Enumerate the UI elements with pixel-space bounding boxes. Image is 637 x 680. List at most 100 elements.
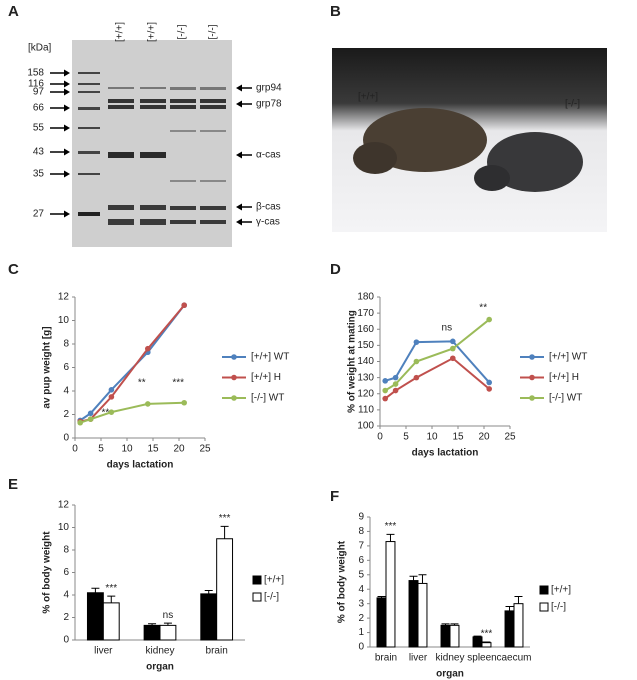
legend-label: [-/-] WT [251, 393, 284, 404]
y-tick-label: 6 [358, 555, 364, 566]
y-tick-label: 5 [358, 569, 364, 580]
x-tick-label: 25 [199, 444, 211, 455]
y-tick-label: 130 [357, 372, 374, 383]
marker-label: 66 [33, 103, 45, 114]
annotation: ns [442, 323, 453, 334]
error-bar [220, 525, 229, 539]
x-tick-label: brain [206, 646, 228, 657]
point [392, 381, 399, 387]
legend-swatch [539, 585, 549, 595]
y-tick-label: 6 [63, 362, 69, 373]
mouse-ko [487, 132, 583, 192]
y-tick-label: 3 [358, 598, 364, 609]
arrow-head [236, 203, 242, 211]
annotation: *** [172, 378, 184, 389]
point [486, 379, 493, 386]
y-tick-label: 100 [357, 421, 374, 432]
y-tick-label: 4 [63, 590, 69, 601]
point [450, 355, 456, 362]
gel-panel: A [kDa] [8, 3, 232, 247]
point [145, 401, 151, 407]
y-tick-label: 12 [58, 500, 70, 511]
x-tick-label: 20 [478, 432, 490, 443]
x-tick-label: liver [409, 653, 428, 664]
error-bar [441, 623, 450, 626]
y-tick-label: 120 [357, 388, 374, 399]
y-tick-label: 12 [58, 292, 70, 303]
arrow-head [64, 148, 70, 156]
y-tick-label: 2 [63, 612, 69, 623]
legend-marker [529, 374, 535, 381]
annotation: ns [163, 610, 174, 621]
legend-label: [+/+] [551, 585, 571, 596]
arrow-head [64, 69, 70, 77]
x-axis-label: days lactation [412, 448, 479, 459]
y-tick-label: 160 [357, 324, 374, 335]
y-tick-label: 0 [63, 635, 69, 646]
arrow-head [64, 104, 70, 112]
series-line [384, 318, 490, 392]
y-tick-label: 1 [358, 627, 364, 638]
annotation: ** [102, 408, 110, 419]
lane-label: [-/-] [208, 24, 219, 39]
arrow-head [64, 88, 70, 96]
error-bar [514, 595, 523, 604]
point [77, 419, 83, 426]
x-tick-label: 5 [98, 444, 104, 455]
point [181, 399, 187, 406]
legend-marker [231, 354, 237, 360]
band-label: α-cas [256, 150, 281, 161]
y-tick-label: 110 [358, 405, 374, 416]
y-tick-label: 2 [63, 409, 69, 420]
panel-letter: C [8, 261, 19, 278]
y-tick-label: 0 [358, 642, 364, 653]
marker-label: 35 [33, 169, 45, 180]
band-label: grp94 [256, 83, 282, 94]
y-tick-label: 180 [357, 292, 374, 303]
panel-letter: B [330, 3, 341, 20]
error-bar [418, 574, 427, 584]
point [413, 339, 420, 345]
x-tick-label: 10 [426, 432, 438, 443]
annotation: ** [479, 303, 487, 314]
photo-label: [+/+] [358, 92, 378, 103]
arrow-head [64, 210, 70, 218]
error-bar [450, 623, 459, 626]
y-tick-label: 9 [358, 512, 364, 523]
ladder-bands [78, 72, 100, 216]
error-bar [91, 587, 100, 593]
x-tick-label: 20 [173, 444, 185, 455]
arrow-head [236, 151, 242, 159]
legend-label: [+/+] H [251, 372, 281, 383]
annotation: *** [385, 521, 397, 532]
marker-label: 116 [28, 79, 44, 90]
marker-label: 97 [33, 87, 45, 98]
bar [216, 538, 234, 641]
y-tick-label: 150 [357, 340, 374, 351]
y-tick-label: 10 [58, 315, 70, 326]
legend-label: [-/-] [264, 592, 279, 603]
bar [504, 610, 515, 648]
arrow-head [64, 170, 70, 178]
annotation: *** [219, 513, 231, 524]
arrow-head [64, 124, 70, 132]
annotation: *** [481, 629, 493, 640]
point [413, 358, 420, 365]
bar [86, 592, 104, 641]
point [486, 386, 493, 392]
y-tick-label: 7 [358, 541, 364, 552]
point [392, 387, 399, 394]
annotation: ** [138, 378, 146, 389]
x-tick-label: 25 [504, 432, 516, 443]
point [413, 374, 420, 381]
point [382, 395, 389, 402]
point [486, 316, 493, 323]
bar [513, 603, 524, 648]
legend-label: [-/-] [551, 602, 566, 613]
band-label: β-cas [256, 202, 281, 213]
legend-swatch [252, 592, 262, 602]
y-tick-label: 0 [63, 433, 69, 444]
panel-letter: A [8, 3, 19, 20]
x-tick-label: 0 [377, 432, 383, 443]
x-axis-label: days lactation [107, 460, 174, 471]
